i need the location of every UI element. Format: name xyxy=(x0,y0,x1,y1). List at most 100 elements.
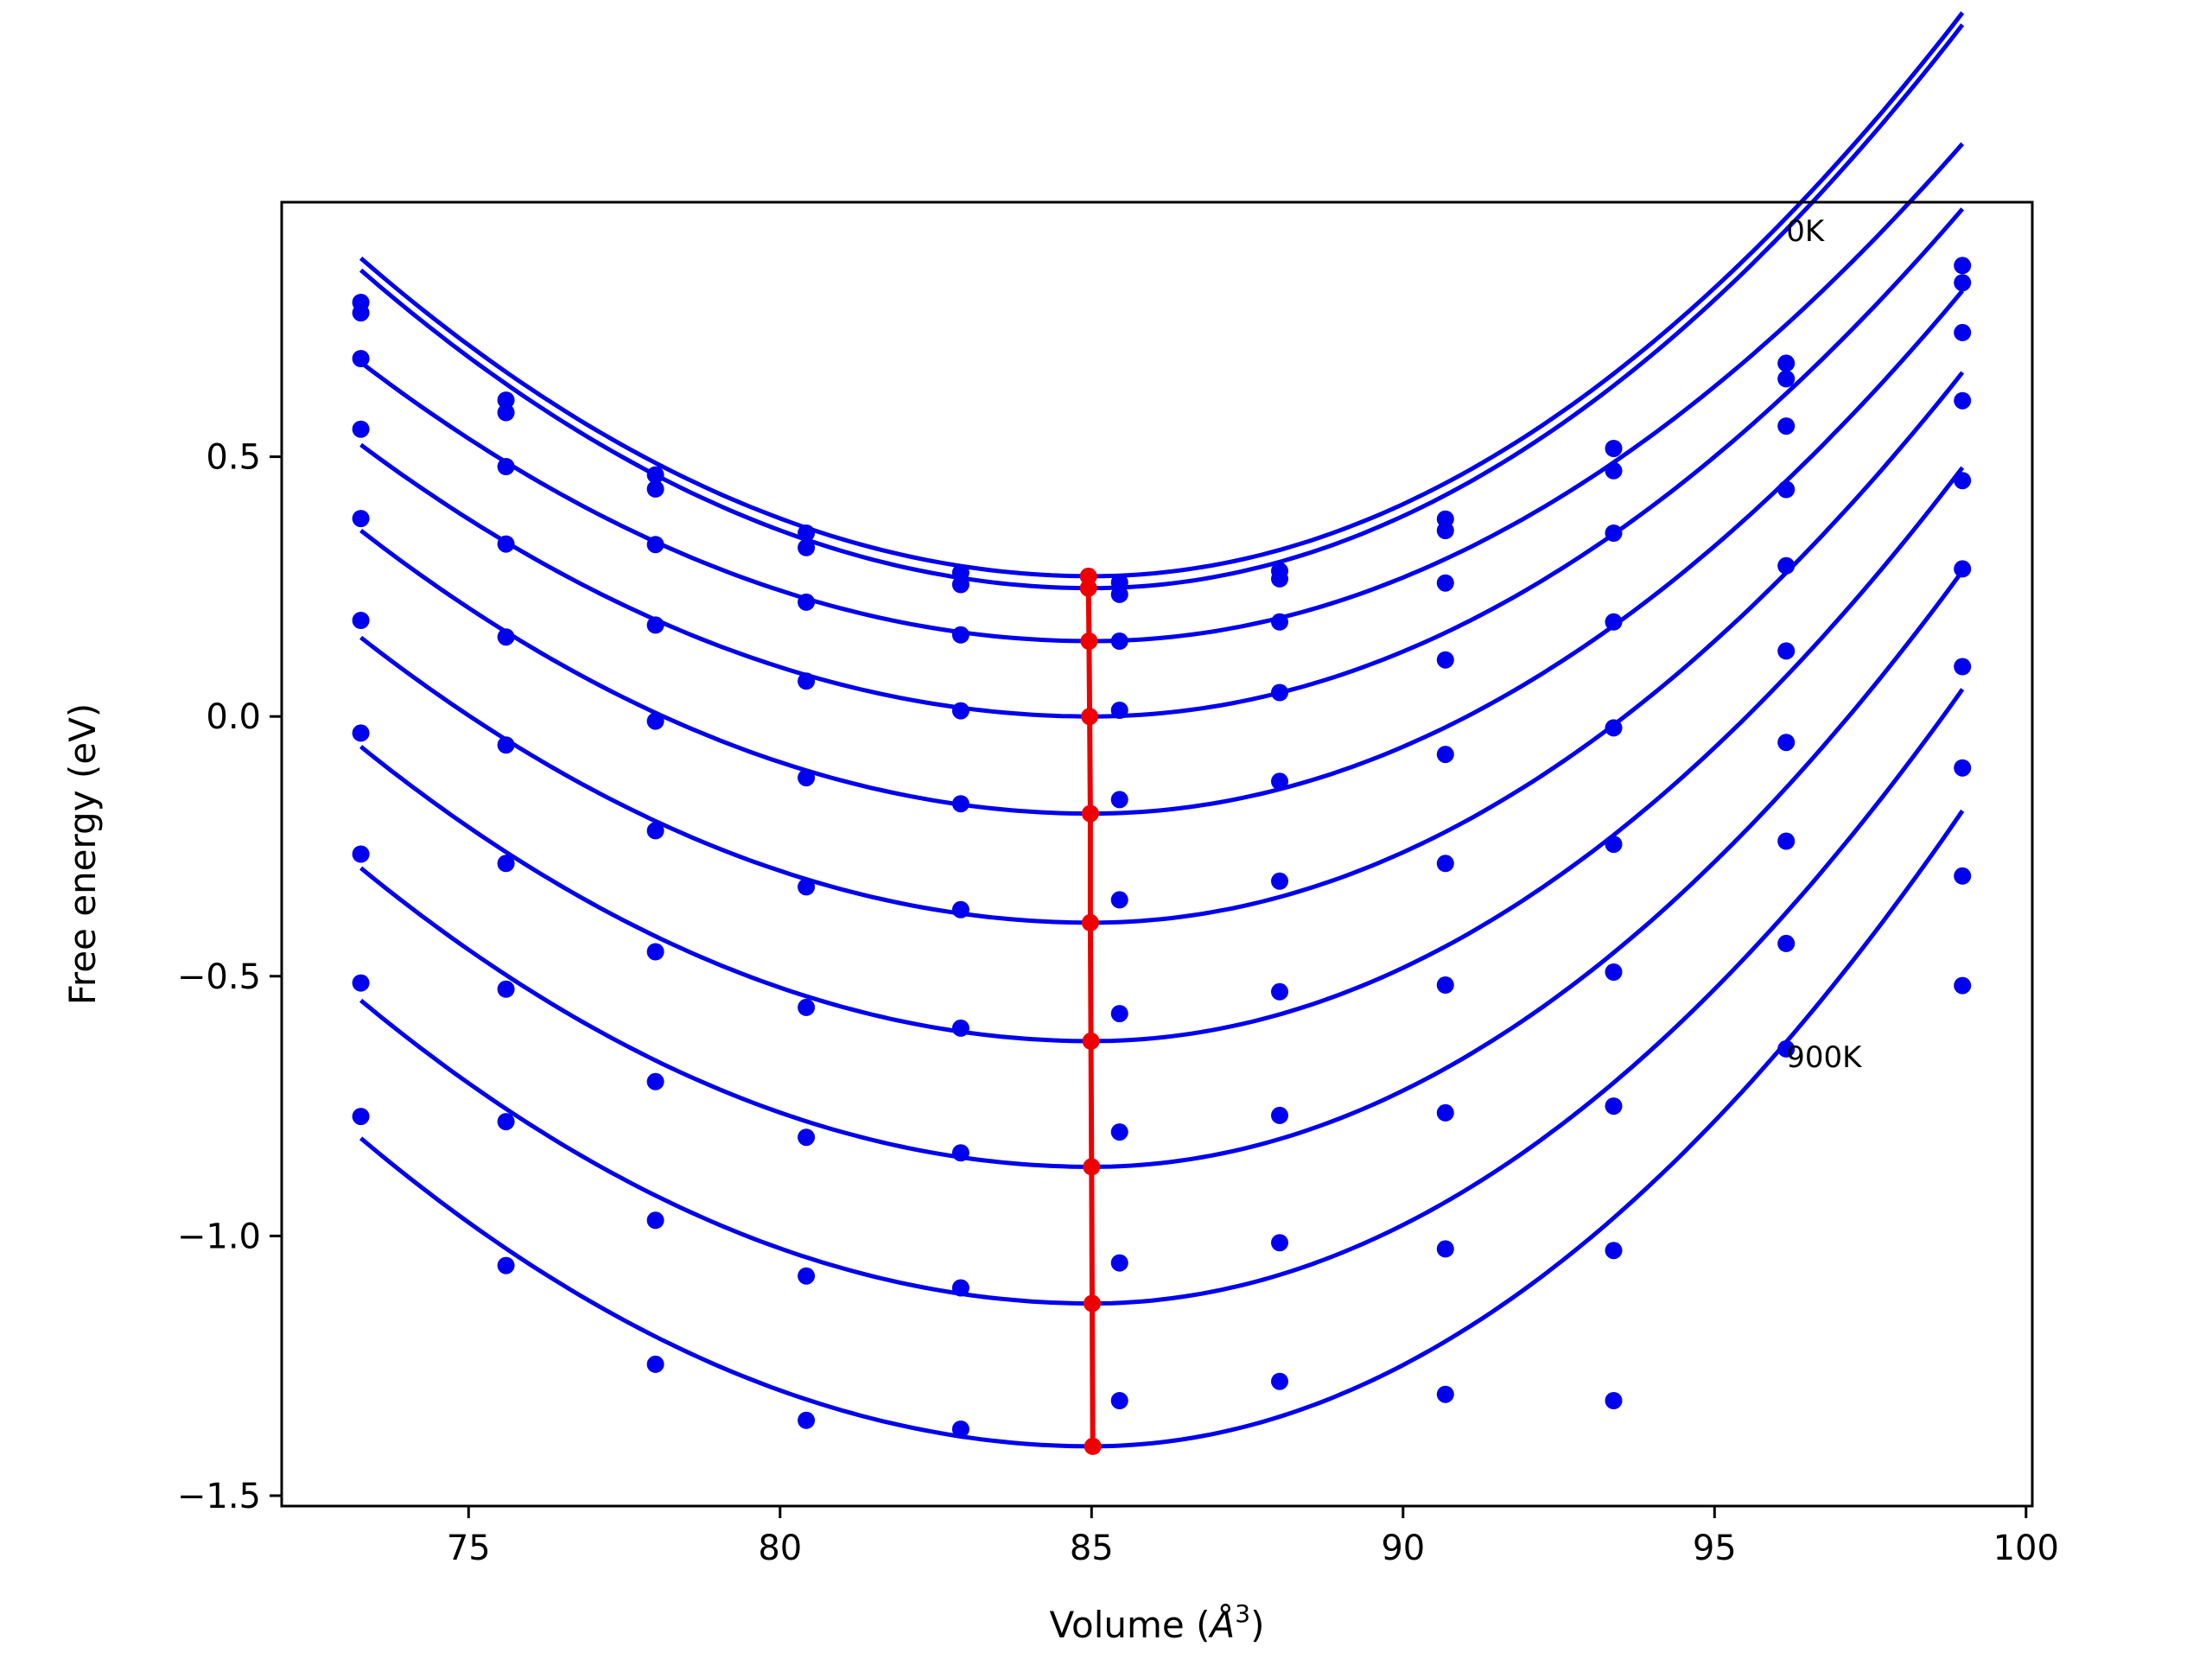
y-tick-label-3: −1.0 xyxy=(177,1217,261,1256)
data-point-4-7 xyxy=(1436,746,1454,764)
annotation-0: 0K xyxy=(1786,214,1826,249)
data-point-0-1 xyxy=(497,391,515,410)
x-tick-label-5: 100 xyxy=(1993,1529,2059,1568)
x-tick-label-0: 75 xyxy=(447,1529,491,1568)
data-point-6-0 xyxy=(352,724,370,742)
data-point-4-9 xyxy=(1777,556,1796,575)
x-axis-title-superscript: 3 xyxy=(1235,1599,1250,1628)
data-point-3-9 xyxy=(1777,480,1796,499)
data-point-8-6 xyxy=(1271,1234,1288,1252)
data-point-7-9 xyxy=(1777,832,1796,850)
data-point-4-4 xyxy=(951,795,969,813)
fit-curve-5 xyxy=(359,371,1965,925)
minimum-line xyxy=(1085,575,1096,1446)
data-point-7-3 xyxy=(798,1128,816,1147)
minimum-point-2 xyxy=(1080,632,1098,650)
data-point-8-0 xyxy=(352,974,370,992)
data-point-8-10 xyxy=(1954,867,1972,885)
data-point-9-6 xyxy=(1271,1372,1288,1390)
data-point-6-7 xyxy=(1436,976,1454,994)
data-point-3-2 xyxy=(646,616,664,634)
fit-curve-7 xyxy=(359,569,1965,1169)
x-axis-title: Volume (Å3) xyxy=(1050,1599,1265,1646)
data-point-8-8 xyxy=(1605,1242,1623,1260)
data-point-4-10 xyxy=(1954,472,1972,490)
data-point-8-9 xyxy=(1777,934,1796,952)
fit-curve-1 xyxy=(359,23,1965,591)
y-tick-label-0: 0.5 xyxy=(206,438,261,478)
plot-area xyxy=(352,11,1972,1455)
data-point-8-7 xyxy=(1436,1240,1454,1258)
minimum-point-8 xyxy=(1084,1294,1101,1313)
data-point-9-1 xyxy=(497,1256,515,1274)
x-axis-title-text: Volume ( xyxy=(1050,1604,1211,1646)
data-point-0-4 xyxy=(951,563,969,582)
minimum-point-7 xyxy=(1083,1158,1101,1176)
data-point-7-10 xyxy=(1954,759,1972,777)
data-point-5-10 xyxy=(1954,560,1972,578)
annotation-1: 900K xyxy=(1786,1040,1863,1075)
data-point-1-2 xyxy=(646,480,664,498)
data-point-1-1 xyxy=(497,404,515,422)
data-point-5-1 xyxy=(497,736,515,754)
x-tick-label-4: 95 xyxy=(1693,1529,1737,1568)
data-point-7-8 xyxy=(1605,1097,1623,1116)
fit-curve-4 xyxy=(359,289,1965,817)
data-point-6-10 xyxy=(1954,658,1972,676)
data-point-7-2 xyxy=(646,1072,664,1090)
data-point-3-3 xyxy=(798,672,816,690)
data-point-2-4 xyxy=(951,626,969,644)
data-point-2-5 xyxy=(1110,632,1128,650)
data-point-9-9 xyxy=(1777,1039,1796,1058)
data-point-9-5 xyxy=(1110,1392,1128,1409)
data-point-0-9 xyxy=(1777,354,1796,372)
data-point-2-2 xyxy=(646,536,664,554)
data-point-7-1 xyxy=(497,980,515,998)
y-axis: 0.5 0.0 −0.5 −1.0 −1.5 xyxy=(177,438,282,1516)
minimum-point-6 xyxy=(1082,1032,1100,1050)
data-point-3-4 xyxy=(951,702,969,720)
y-tick-label-2: −0.5 xyxy=(177,957,261,997)
fit-curve-6 xyxy=(359,466,1965,1044)
data-point-3-5 xyxy=(1110,702,1128,719)
data-point-2-0 xyxy=(352,350,370,367)
data-point-7-5 xyxy=(1110,1123,1128,1141)
data-point-1-8 xyxy=(1605,461,1623,480)
data-point-5-2 xyxy=(646,822,664,840)
data-point-6-4 xyxy=(951,1019,969,1037)
data-point-2-9 xyxy=(1777,417,1796,435)
data-point-5-8 xyxy=(1605,836,1623,854)
data-point-4-0 xyxy=(352,510,370,528)
data-point-1-3 xyxy=(798,538,816,556)
data-point-3-8 xyxy=(1605,613,1623,631)
data-point-2-1 xyxy=(497,458,515,475)
data-point-5-7 xyxy=(1436,855,1454,873)
data-point-8-3 xyxy=(798,1267,816,1285)
data-point-3-6 xyxy=(1271,683,1288,702)
data-point-8-2 xyxy=(646,1211,664,1230)
data-point-0-5 xyxy=(1110,574,1128,592)
x-tick-label-2: 85 xyxy=(1070,1529,1114,1568)
data-point-9-3 xyxy=(798,1411,816,1429)
annotations: 0K 900K xyxy=(1786,214,1863,1075)
data-point-6-9 xyxy=(1777,734,1796,752)
x-tick-label-1: 80 xyxy=(758,1529,802,1568)
minimum-point-1 xyxy=(1079,579,1097,597)
data-point-0-2 xyxy=(646,466,664,484)
data-point-5-9 xyxy=(1777,642,1796,660)
data-point-2-8 xyxy=(1605,524,1623,542)
data-point-0-8 xyxy=(1605,440,1623,457)
fit-curve-0 xyxy=(359,11,1965,579)
data-point-2-10 xyxy=(1954,323,1972,341)
data-point-2-7 xyxy=(1436,574,1454,592)
data-point-7-6 xyxy=(1271,1106,1288,1124)
minimum-point-3 xyxy=(1081,708,1099,726)
minimum-point-4 xyxy=(1081,804,1099,823)
data-point-9-2 xyxy=(646,1355,664,1373)
minimum-point-0 xyxy=(1079,567,1097,585)
data-point-4-2 xyxy=(646,712,664,730)
y-tick-label-4: −1.5 xyxy=(177,1477,261,1516)
fit-curve-2 xyxy=(359,142,1965,644)
data-point-0-10 xyxy=(1954,257,1972,275)
